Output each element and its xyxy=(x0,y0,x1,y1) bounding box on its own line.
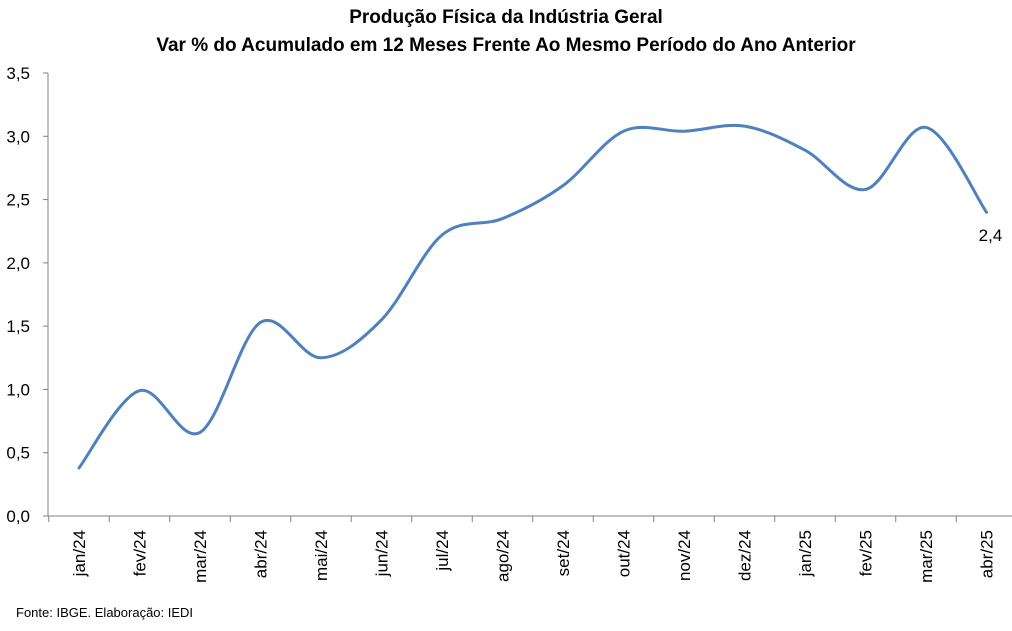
x-tick-label: jun/24 xyxy=(373,530,392,577)
x-tick-label: mai/24 xyxy=(312,530,331,581)
data-point xyxy=(561,184,565,188)
x-tick-label: jan/24 xyxy=(70,530,89,577)
series-line xyxy=(77,123,988,470)
data-point xyxy=(985,210,989,214)
data-point xyxy=(864,187,868,191)
x-tick-label: fev/24 xyxy=(131,530,150,576)
x-tick-label: dez/24 xyxy=(736,530,755,581)
y-tick-label: 2,0 xyxy=(6,254,30,273)
y-tick-label: 1,5 xyxy=(6,317,30,336)
x-tick-label: jul/24 xyxy=(433,530,452,572)
x-tick-label: fev/25 xyxy=(857,530,876,576)
chart-subtitle: Var % do Acumulado em 12 Meses Frente Ao… xyxy=(156,35,856,56)
data-point xyxy=(803,148,807,152)
x-tick-label: nov/24 xyxy=(675,530,694,581)
x-axis: jan/24 fev/24 mar/24 abr/24 mai/24 jun/24 jul/… xyxy=(48,515,1012,583)
data-point xyxy=(138,389,142,393)
y-tick-label: 0,0 xyxy=(6,507,30,526)
chart-title: Produção Física da Indústria Geral xyxy=(349,7,663,28)
data-point xyxy=(682,129,686,133)
y-tick-label: 1,0 xyxy=(6,380,30,399)
data-label: 2,4 xyxy=(979,226,1003,245)
y-tick-label: 0,5 xyxy=(6,444,30,463)
x-tick-label: set/24 xyxy=(554,530,573,576)
data-point xyxy=(743,124,747,128)
y-tick-label: 3,5 xyxy=(6,64,30,83)
annotations: 2,4 xyxy=(979,226,1003,245)
y-tick-label: 2,5 xyxy=(6,191,30,210)
data-point xyxy=(319,356,323,360)
series-group xyxy=(77,123,989,470)
data-point xyxy=(622,129,626,133)
data-point xyxy=(501,217,505,221)
x-tick-label: jan/25 xyxy=(796,530,815,577)
data-point xyxy=(198,430,202,434)
x-tick-label: abr/25 xyxy=(978,530,997,578)
data-point xyxy=(380,318,384,322)
x-tick-label: mar/24 xyxy=(191,530,210,583)
x-tick-label: ago/24 xyxy=(494,530,513,582)
data-point xyxy=(924,125,928,129)
data-point xyxy=(259,320,263,324)
data-point xyxy=(440,233,444,237)
y-tick-label: 3,0 xyxy=(6,127,30,146)
x-tick-label: mar/25 xyxy=(917,530,936,583)
y-axis: 0,0 0,5 1,0 1,5 2,0 2,5 3,0 3,5 xyxy=(6,64,49,526)
data-point xyxy=(77,466,81,470)
x-tick-label: abr/24 xyxy=(252,530,271,578)
x-tick-label: out/24 xyxy=(615,530,634,577)
source-note: Fonte: IBGE. Elaboração: IEDI xyxy=(16,605,194,620)
